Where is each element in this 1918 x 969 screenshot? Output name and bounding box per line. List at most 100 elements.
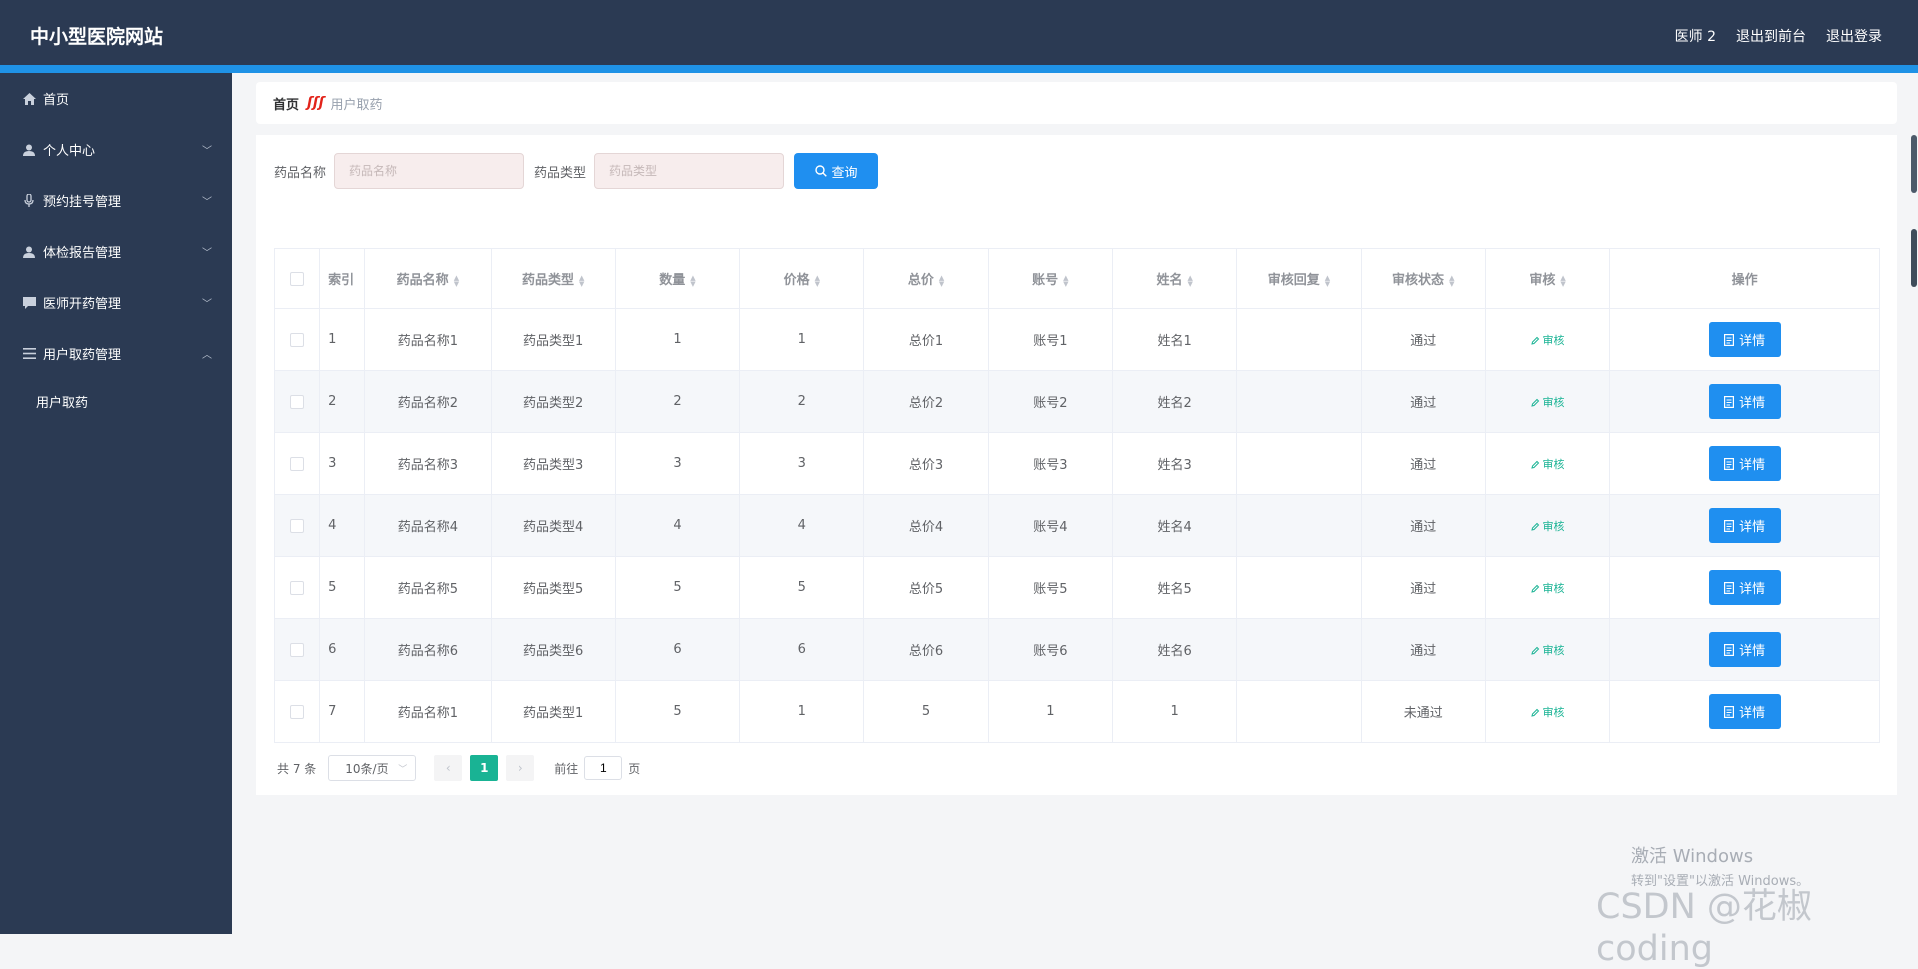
table-row[interactable]: 1 药品名称1 药品类型1 1 1 总价1 账号1 姓名1 通过 审核 详情	[273, 308, 1880, 371]
column-header-price[interactable]: 价格 ▲ ▼	[739, 248, 865, 309]
table-row[interactable]: 7 药品名称1 药品类型1 5 1 5 1 1 未通过 审核 详情	[273, 680, 1880, 743]
column-header-status[interactable]: 审核状态 ▲ ▼	[1360, 248, 1486, 309]
sort-icon[interactable]: ▲ ▼	[1187, 273, 1193, 288]
column-header-total[interactable]: 总价 ▲ ▼	[863, 248, 989, 309]
medicine-name-input[interactable]	[334, 153, 525, 189]
page-size-select[interactable]: 10条/页 ﹀	[328, 755, 417, 781]
cell-index: 2	[319, 370, 366, 433]
detail-button[interactable]: 详情	[1708, 446, 1781, 481]
column-header-audit[interactable]: 审核 ▲ ▼	[1484, 248, 1611, 309]
scrollbar-thumb[interactable]	[1911, 229, 1917, 287]
audit-link[interactable]: 审核	[1530, 520, 1565, 533]
cell-account: 1	[987, 680, 1114, 743]
back-to-front-link[interactable]: 退出到前台	[1736, 29, 1806, 45]
cell-reply	[1236, 680, 1362, 743]
sort-icon[interactable]: ▲ ▼	[1063, 273, 1069, 288]
select-all-checkbox[interactable]	[273, 248, 321, 309]
sort-icon[interactable]: ▲ ▼	[1560, 273, 1566, 288]
sort-icon[interactable]: ▲ ▼	[938, 273, 945, 288]
table-row[interactable]: 3 药品名称3 药品类型3 3 3 总价3 账号3 姓名3 通过 审核 详情	[273, 432, 1880, 495]
row-checkbox[interactable]	[273, 370, 321, 433]
column-header-type[interactable]: 药品类型 ▲ ▼	[490, 248, 616, 309]
sidebar-item-home[interactable]: 首页	[0, 73, 232, 124]
row-checkbox[interactable]	[273, 432, 321, 495]
sort-icon[interactable]: ▲ ▼	[578, 273, 585, 288]
row-checkbox[interactable]	[273, 556, 321, 619]
row-checkbox[interactable]	[273, 618, 321, 681]
sidebar-item-prescription[interactable]: 医师开药管理 ﹀	[0, 277, 232, 328]
logout-link[interactable]: 退出登录	[1826, 29, 1882, 45]
sidebar-item-personal-center[interactable]: 个人中心 ﹀	[0, 124, 232, 175]
goto-label: 前往	[554, 761, 579, 776]
edit-icon	[1530, 522, 1539, 531]
detail-button[interactable]: 详情	[1708, 694, 1781, 729]
sort-icon[interactable]: ▲ ▼	[1449, 273, 1455, 288]
row-checkbox[interactable]	[273, 680, 321, 743]
sidebar-subitem-medicine-pickup[interactable]: 用户取药	[36, 395, 89, 411]
cell-index: 4	[319, 494, 366, 557]
row-checkbox[interactable]	[273, 308, 321, 371]
detail-button[interactable]: 详情	[1708, 322, 1781, 357]
audit-link[interactable]: 审核	[1530, 706, 1565, 719]
cell-account: 账号1	[987, 308, 1114, 371]
scrollbar-thumb[interactable]	[1911, 135, 1917, 193]
goto-page-input[interactable]	[584, 756, 623, 780]
cell-total: 总价3	[863, 432, 989, 495]
header-links: 医师 2 退出到前台 退出登录	[1675, 26, 1882, 46]
page-number-button[interactable]: 1	[470, 755, 499, 781]
sidebar-item-appointment[interactable]: 预约挂号管理 ﹀	[0, 175, 232, 226]
table-row[interactable]: 5 药品名称5 药品类型5 5 5 总价5 账号5 姓名5 通过 审核 详情	[273, 556, 1880, 619]
medicine-type-input[interactable]	[594, 153, 785, 189]
table-row[interactable]: 2 药品名称2 药品类型2 2 2 总价2 账号2 姓名2 通过 审核 详情	[273, 370, 1880, 433]
next-page-button[interactable]: ›	[506, 755, 535, 781]
sidebar-item-medicine-pickup[interactable]: 用户取药管理 ︿	[0, 328, 232, 379]
row-checkbox[interactable]	[273, 494, 321, 557]
sidebar-item-exam-report[interactable]: 体检报告管理 ﹀	[0, 226, 232, 277]
breadcrumb-home[interactable]: 首页	[273, 97, 300, 113]
column-header-name[interactable]: 药品名称 ▲ ▼	[364, 248, 492, 309]
cell-price: 3	[739, 432, 865, 495]
table-row[interactable]: 6 药品名称6 药品类型6 6 6 总价6 账号6 姓名6 通过 审核 详情	[273, 618, 1880, 681]
audit-link[interactable]: 审核	[1530, 396, 1565, 409]
column-header-account[interactable]: 账号 ▲ ▼	[987, 248, 1114, 309]
column-header-person[interactable]: 姓名 ▲ ▼	[1112, 248, 1238, 309]
cell-account: 账号6	[987, 618, 1114, 681]
cell-index: 1	[319, 308, 366, 371]
audit-link[interactable]: 审核	[1530, 644, 1565, 657]
table-row[interactable]: 4 药品名称4 药品类型4 4 4 总价4 账号4 姓名4 通过 审核 详情	[273, 494, 1880, 557]
document-icon	[1724, 333, 1735, 346]
sidebar-item-label: 个人中心	[43, 144, 96, 159]
edit-icon	[1530, 460, 1539, 469]
detail-button[interactable]: 详情	[1708, 384, 1781, 419]
user-label[interactable]: 医师 2	[1674, 29, 1716, 45]
detail-button[interactable]: 详情	[1708, 632, 1781, 667]
sort-icon[interactable]: ▲ ▼	[814, 273, 820, 288]
column-header-qty[interactable]: 数量 ▲ ▼	[614, 248, 741, 309]
cell-audit: 审核	[1484, 618, 1611, 681]
prev-page-button[interactable]: ‹	[434, 755, 463, 781]
medicine-type-label: 药品类型	[534, 165, 587, 181]
sort-icon[interactable]: ▲ ▼	[1324, 273, 1331, 288]
detail-button[interactable]: 详情	[1708, 570, 1781, 605]
sort-icon[interactable]: ▲ ▼	[690, 273, 696, 288]
chevron-down-icon: ﹀	[202, 299, 212, 310]
breadcrumb: 首页 ʃʃʃ 用户取药	[256, 82, 1897, 124]
audit-link[interactable]: 审核	[1530, 582, 1565, 595]
query-button[interactable]: 查询	[794, 153, 879, 189]
document-icon	[1724, 643, 1735, 656]
cell-type: 药品类型5	[490, 556, 616, 619]
cell-status: 通过	[1360, 494, 1486, 557]
cell-actions: 详情	[1609, 370, 1880, 433]
audit-link[interactable]: 审核	[1530, 334, 1565, 347]
page-scrollbar[interactable]	[1910, 133, 1918, 293]
column-header-reply[interactable]: 审核回复 ▲ ▼	[1236, 248, 1362, 309]
cell-name: 药品名称3	[364, 432, 492, 495]
edit-icon	[1530, 584, 1539, 593]
cell-price: 4	[739, 494, 865, 557]
search-icon	[814, 165, 827, 177]
detail-button[interactable]: 详情	[1708, 508, 1781, 543]
cell-total: 总价1	[863, 308, 989, 371]
audit-link[interactable]: 审核	[1530, 458, 1565, 471]
sort-icon[interactable]: ▲ ▼	[453, 273, 460, 288]
cell-index: 7	[319, 680, 366, 743]
